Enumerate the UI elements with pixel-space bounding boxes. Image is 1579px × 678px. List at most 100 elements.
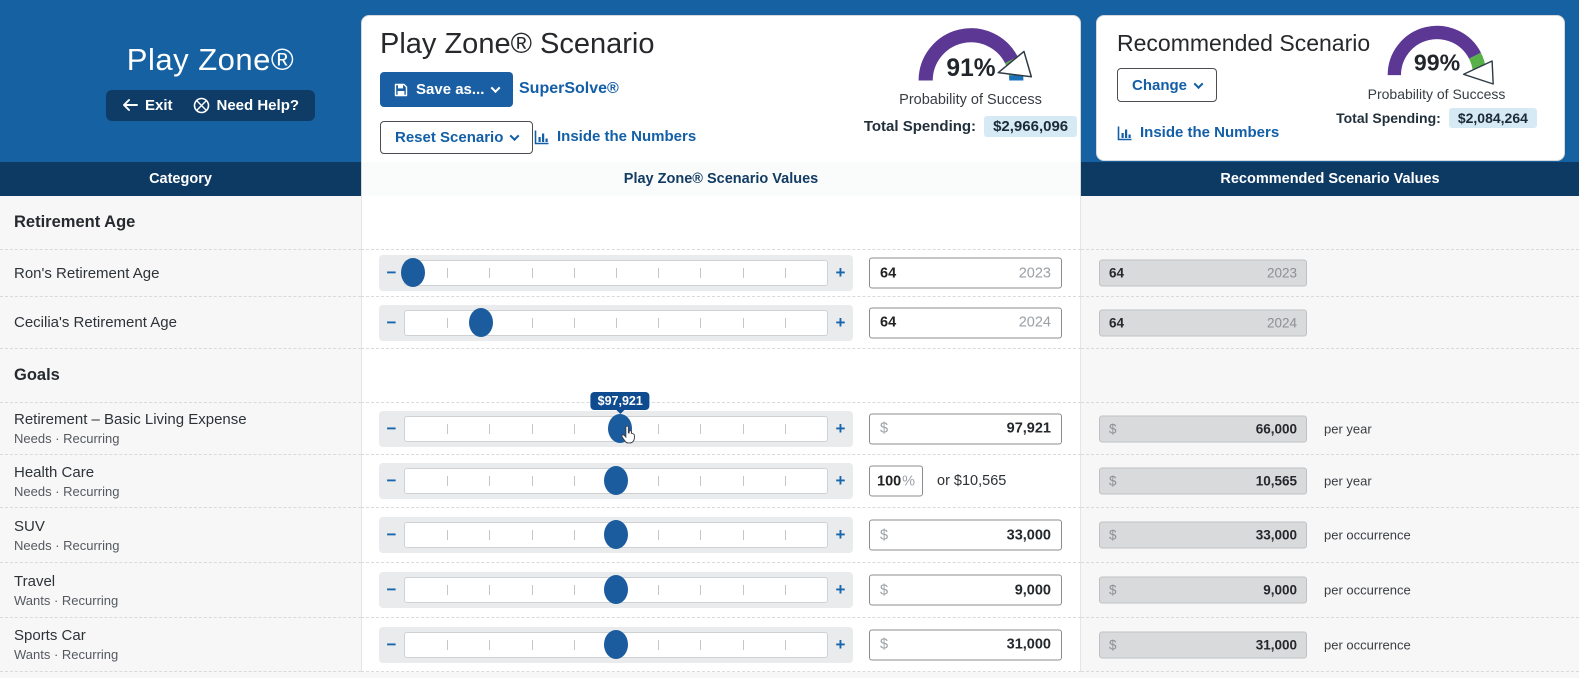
slider-track[interactable] <box>404 629 828 659</box>
recommended-amount-input: $ 10,565 <box>1099 467 1307 495</box>
slider-increment-button[interactable]: + <box>835 580 846 599</box>
slider-handle[interactable] <box>604 520 628 549</box>
recommended-age-value: 64 <box>1109 315 1125 330</box>
recommended-amount-input: $ 33,000 <box>1099 521 1307 549</box>
amount-input[interactable]: $ 9,000 <box>869 574 1062 606</box>
slider-decrement-button[interactable]: − <box>386 263 397 282</box>
recommended-amount-value: 31,000 <box>1255 637 1297 652</box>
sidebar: Play Zone® Exit Need Help? <box>0 0 361 162</box>
slider-track[interactable]: $97,921 <box>404 391 828 443</box>
age-input[interactable]: 64 2023 <box>869 257 1062 289</box>
currency-symbol: $ <box>880 636 889 653</box>
slider-decrement-button[interactable]: − <box>386 634 397 654</box>
value-slider[interactable]: − + <box>379 517 853 553</box>
table-row-rons-retirement-age: Ron's Retirement Age − + 64 2023 64 202 <box>0 250 1579 297</box>
recommended-values-column-header: Recommended Scenario Values <box>1081 162 1579 196</box>
recommended-unit-label: per year <box>1324 473 1372 489</box>
need-help-label: Need Help? <box>216 96 300 114</box>
slider-decrement-button[interactable]: − <box>386 580 397 599</box>
table-row-basic-living-expense: Retirement – Basic Living Expense Needs … <box>0 391 1579 455</box>
inside-numbers-link[interactable]: Inside the Numbers <box>534 128 696 145</box>
category-column-header: Category <box>0 162 361 196</box>
reset-scenario-button[interactable]: Reset Scenario <box>380 121 534 154</box>
amount-value: 31,000 <box>1006 636 1051 653</box>
value-slider[interactable]: − + <box>379 626 853 663</box>
percent-symbol: % <box>902 473 915 489</box>
slider-increment-button[interactable]: + <box>835 634 846 654</box>
recommended-scenario-panel: Recommended Scenario Change Inside the N… <box>1096 15 1565 161</box>
recommended-amount-input: $ 66,000 <box>1099 415 1307 442</box>
scenario-table: Retirement Age Ron's Retirement Age − + … <box>0 196 1579 678</box>
row-label: Cecilia's Retirement Age <box>14 314 177 331</box>
row-label: Retirement – Basic Living Expense <box>14 411 247 428</box>
slider-handle[interactable] <box>604 575 628 604</box>
table-row-suv: SUV Needs · Recurring − + $ 33,000 <box>0 508 1579 563</box>
recommended-amount-value: 66,000 <box>1255 421 1297 436</box>
save-as-button[interactable]: Save as... <box>380 72 514 107</box>
table-row-cecilias-retirement-age: Cecilia's Retirement Age − + 64 2024 64 <box>0 297 1579 349</box>
supersolve-label: SuperSolve® <box>519 80 619 97</box>
slider-decrement-button[interactable]: − <box>386 312 397 332</box>
amount-input[interactable]: $ 31,000 <box>869 629 1062 660</box>
value-slider[interactable]: − + <box>379 463 853 499</box>
age-input[interactable]: 64 2024 <box>869 307 1062 338</box>
slider-handle[interactable] <box>468 307 493 337</box>
amount-input[interactable]: $ 33,000 <box>869 519 1062 551</box>
age-year: 2023 <box>1018 265 1051 281</box>
exit-label: Exit <box>144 96 173 114</box>
row-label: SUV <box>14 517 45 535</box>
slider-increment-button[interactable]: + <box>835 471 846 490</box>
slider-track[interactable] <box>404 575 828 604</box>
currency-symbol: $ <box>1109 582 1117 598</box>
need-help-button[interactable]: Need Help? <box>193 96 300 114</box>
slider-handle[interactable] <box>401 258 426 287</box>
slider-decrement-button[interactable]: − <box>386 418 397 438</box>
slider-increment-button[interactable]: + <box>835 312 846 332</box>
inside-numbers-link-recommended[interactable]: Inside the Numbers <box>1117 124 1279 141</box>
row-label: Travel <box>14 572 56 590</box>
slider-value-tooltip: $97,921 <box>590 391 650 410</box>
value-slider[interactable]: − + <box>379 255 853 291</box>
equivalent-amount-label: or $10,565 <box>937 473 1007 489</box>
change-button[interactable]: Change <box>1117 68 1218 102</box>
total-spending-value: $2,966,096 <box>984 116 1078 137</box>
value-slider[interactable]: − + <box>379 304 853 341</box>
slider-track[interactable] <box>404 307 828 337</box>
slider-track[interactable] <box>401 258 828 287</box>
recommended-age-input: 64 2023 <box>1099 259 1307 287</box>
recommended-amount-input: $ 31,000 <box>1099 631 1307 658</box>
exit-button[interactable]: Exit <box>122 97 173 114</box>
percent-input[interactable]: 100 % <box>869 465 923 497</box>
supersolve-link[interactable]: SuperSolve® <box>519 80 619 98</box>
table-row-sports-car: Sports Car Wants · Recurring − + $ 31,00… <box>0 618 1579 672</box>
playzone-gauge: 91% Probability of Success Total Spendin… <box>848 22 1093 137</box>
sidebar-actions: Exit Need Help? <box>105 89 316 121</box>
section-row-retirement-age: Retirement Age <box>0 196 1579 250</box>
slider-decrement-button[interactable]: − <box>386 525 397 544</box>
bar-chart-icon <box>534 130 549 144</box>
svg-text:99%: 99% <box>1413 50 1459 76</box>
table-row-health-care: Health Care Needs · Recurring − + 100 % … <box>0 455 1579 508</box>
recommended-amount-input: $ 9,000 <box>1099 576 1307 604</box>
age-value: 64 <box>880 265 897 281</box>
recommended-unit-label: per occurrence <box>1324 637 1411 652</box>
currency-symbol: $ <box>880 527 889 543</box>
slider-handle[interactable] <box>604 629 628 659</box>
amount-input[interactable]: $ 97,921 <box>869 413 1062 444</box>
inside-numbers-label: Inside the Numbers <box>1140 124 1280 141</box>
gauge-caption: Probability of Success <box>899 92 1042 108</box>
slider-handle[interactable] <box>604 466 628 495</box>
slider-increment-button[interactable]: + <box>835 263 846 282</box>
slider-decrement-button[interactable]: − <box>386 471 397 490</box>
section-title: Goals <box>14 366 60 384</box>
currency-symbol: $ <box>1109 637 1117 652</box>
slider-increment-button[interactable]: + <box>835 418 846 438</box>
slider-track[interactable] <box>404 520 828 549</box>
slider-track[interactable] <box>404 466 828 495</box>
slider-increment-button[interactable]: + <box>835 525 846 544</box>
value-slider[interactable]: − $97,921 + <box>379 391 853 447</box>
value-slider[interactable]: − + <box>379 572 853 608</box>
playzone-values-column-header: Play Zone® Scenario Values <box>361 162 1081 196</box>
inside-numbers-label: Inside the Numbers <box>557 128 697 145</box>
